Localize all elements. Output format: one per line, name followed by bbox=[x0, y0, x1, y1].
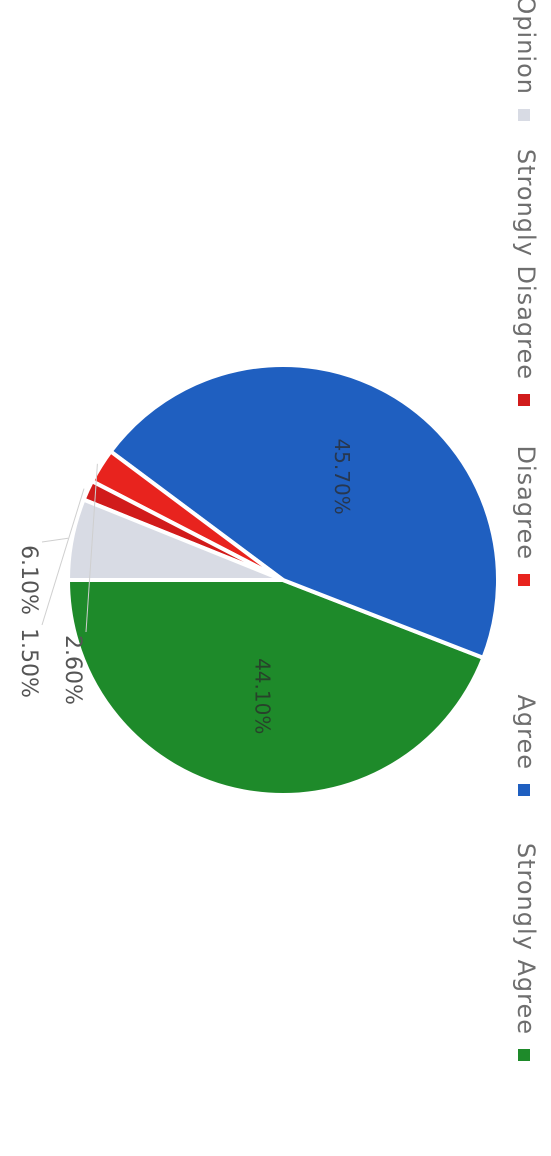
legend-swatch-disagree bbox=[518, 574, 530, 586]
callout-label-strongly-disagree: 1.50% bbox=[16, 628, 41, 698]
legend-swatch-agree bbox=[518, 784, 530, 796]
pie-slice-agree[interactable] bbox=[108, 363, 500, 660]
slice-value-labels: 44.10% 45.70% bbox=[251, 438, 354, 734]
pie-slices bbox=[66, 363, 500, 797]
slice-label-strongly-agree: 44.10% bbox=[251, 658, 275, 734]
callout-label-disagree: 2.60% bbox=[60, 635, 85, 705]
legend-label-strongly-agree: Strongly Agree bbox=[512, 843, 540, 1035]
pie-slice-no-opinion[interactable] bbox=[66, 497, 285, 582]
legend-label-agree: Agree bbox=[512, 694, 540, 770]
callout-labels: 2.60% 1.50% 6.10% bbox=[16, 463, 98, 705]
leader-line-disagree bbox=[85, 463, 98, 633]
leader-line-no-opinion bbox=[41, 537, 69, 543]
legend-swatch-strongly-disagree bbox=[518, 394, 530, 406]
legend-swatch-no-opinion bbox=[518, 109, 530, 121]
pie-slice-strongly-agree[interactable] bbox=[66, 578, 486, 797]
legend-label-strongly-disagree: Strongly Disagree bbox=[512, 149, 540, 380]
slice-label-agree: 45.70% bbox=[330, 438, 354, 514]
legend-label-no-opinion: No Opinion bbox=[512, 0, 540, 95]
leader-line-strongly-disagree bbox=[41, 488, 85, 626]
legend-swatch-strongly-agree bbox=[518, 1049, 530, 1061]
legend: Strongly Agree Agree Disagree Strongly Disa… bbox=[512, 0, 540, 1061]
legend-label-disagree: Disagree bbox=[512, 446, 540, 560]
callout-label-no-opinion: 6.10% bbox=[16, 545, 41, 615]
